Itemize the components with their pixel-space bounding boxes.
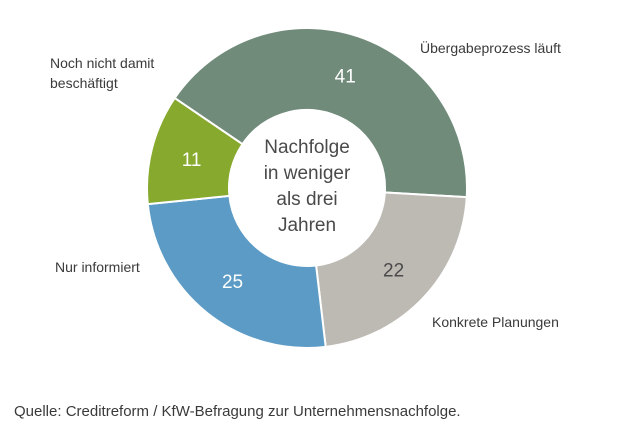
center-line-3: als drei [276, 189, 337, 210]
label-uebergabeprozess: Übergabeprozess läuft [420, 39, 561, 56]
label-noch-nicht-line2: beschäftigt [50, 75, 118, 91]
slice-value-0: 41 [335, 66, 356, 87]
outer-labels: Übergabeprozess läuft Konkrete Planungen… [50, 39, 561, 330]
source-note: Quelle: Creditreform / KfW-Befragung zur… [14, 403, 461, 420]
label-konkrete-planungen: Konkrete Planungen [432, 314, 559, 330]
slice-value-2: 25 [222, 272, 243, 293]
donut-slice-2 [146, 194, 327, 349]
donut-slices [146, 27, 468, 349]
slice-value-labels: 41 22 25 11 [182, 66, 404, 292]
slice-value-3: 11 [182, 150, 202, 171]
slice-value-1: 22 [383, 261, 404, 282]
label-noch-nicht-line1: Noch nicht damit [50, 55, 154, 71]
center-label: Nachfolge in weniger als drei Jahren [264, 137, 351, 236]
center-line-2: in weniger [264, 163, 351, 184]
label-nur-informiert: Nur informiert [55, 259, 140, 275]
donut-center [229, 110, 385, 266]
center-line-1: Nachfolge [264, 137, 350, 158]
center-line-4: Jahren [278, 215, 336, 236]
